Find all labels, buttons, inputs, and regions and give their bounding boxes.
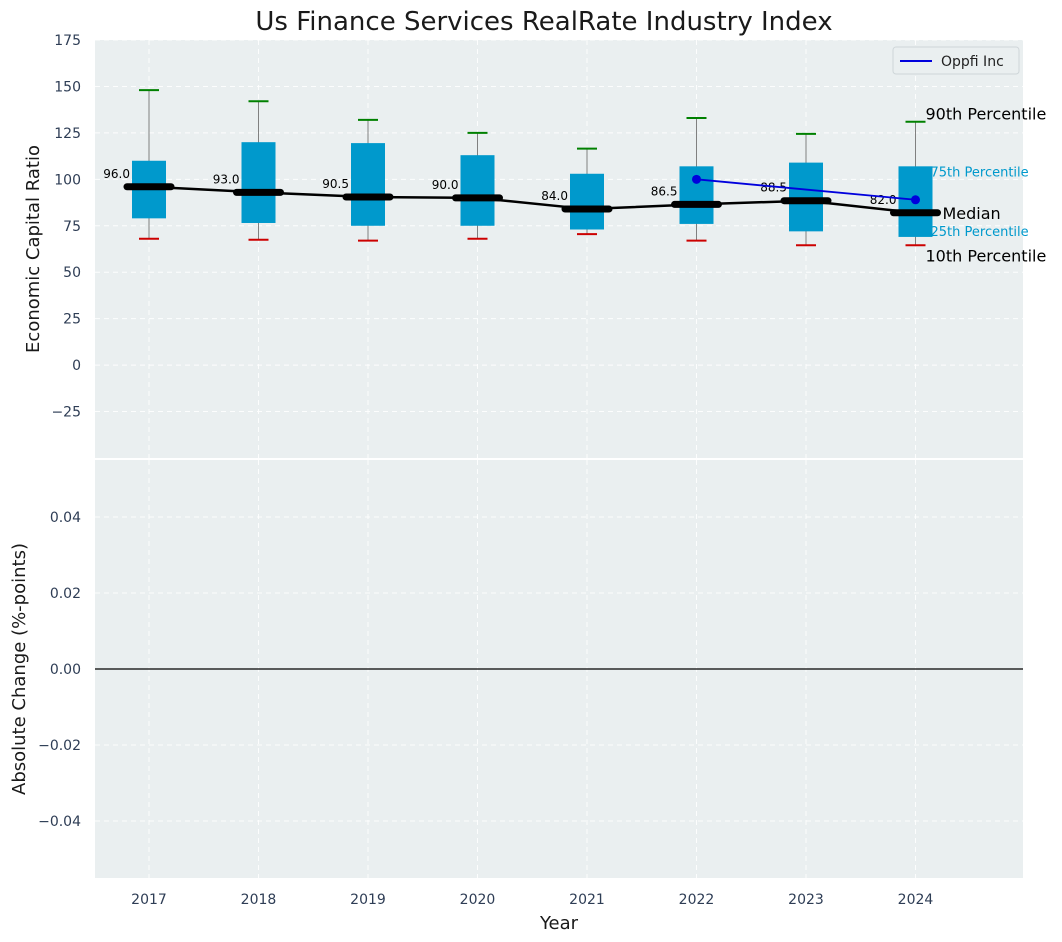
box-iqr bbox=[460, 155, 495, 226]
legend-entry-oppfi: Oppfi Inc bbox=[941, 54, 1004, 70]
median-line: 96.0 93.0 90.5 90.0 84.0 86.5 88.5 82.0 bbox=[103, 167, 941, 217]
bottom-y-ticks: −0.04 −0.02 0.00 0.02 0.04 bbox=[38, 510, 81, 830]
x-tick-label: 2018 bbox=[241, 892, 277, 908]
x-tick-label: 2017 bbox=[131, 892, 167, 908]
median-value-label: 88.5 bbox=[760, 181, 787, 195]
x-tick-label: 2020 bbox=[460, 892, 496, 908]
top-grid bbox=[95, 39, 1023, 458]
top-y-tick-label: 125 bbox=[54, 126, 81, 142]
x-ticks: 2017 2018 2019 2020 2021 2022 2023 2024 bbox=[131, 892, 933, 908]
x-axis-label: Year bbox=[539, 913, 579, 934]
top-y-tick-label: 150 bbox=[54, 79, 81, 95]
box-iqr bbox=[570, 173, 604, 230]
median-value-label: 84.0 bbox=[541, 189, 568, 203]
chart-title: Us Finance Services RealRate Industry In… bbox=[255, 7, 832, 37]
bottom-y-tick-label: −0.04 bbox=[38, 814, 81, 830]
boxes bbox=[132, 89, 933, 247]
annotations: 90th Percentile 75th Percentile Median 25th… bbox=[926, 105, 1047, 266]
bottom-y-axis-label: Absolute Change (%-points) bbox=[9, 543, 30, 795]
annotation-90th: 90th Percentile bbox=[926, 105, 1047, 124]
legend[interactable]: Oppfi Inc bbox=[892, 46, 1020, 75]
bottom-y-tick-label: −0.02 bbox=[38, 738, 81, 754]
x-tick-label: 2022 bbox=[679, 892, 715, 908]
legend-box bbox=[892, 46, 1020, 75]
top-y-tick-label: 100 bbox=[54, 172, 81, 188]
company-trend-line bbox=[696, 178, 916, 201]
top-panel: −25 0 25 50 75 100 125 150 175 96.0 93.0 90.5 90.0 8… bbox=[23, 33, 1046, 458]
top-y-tick-label: 75 bbox=[63, 219, 81, 235]
annotation-10th: 10th Percentile bbox=[926, 246, 1047, 265]
company-line bbox=[692, 174, 920, 205]
median-value-label: 96.0 bbox=[103, 167, 130, 181]
x-tick-label: 2021 bbox=[569, 892, 605, 908]
top-plot-area bbox=[95, 40, 1023, 458]
median-value-label: 82.0 bbox=[870, 193, 897, 207]
annotation-75th: 75th Percentile bbox=[931, 165, 1029, 180]
bottom-y-tick-label: 0.00 bbox=[50, 662, 81, 678]
top-y-axis-label: Economic Capital Ratio bbox=[23, 145, 44, 353]
x-tick-label: 2023 bbox=[788, 892, 824, 908]
median-value-label: 90.0 bbox=[432, 178, 459, 192]
bottom-panel: −0.04 −0.02 0.00 0.02 0.04 Absolute Change (… bbox=[9, 460, 1023, 934]
bottom-y-tick-label: 0.02 bbox=[50, 586, 81, 602]
top-y-tick-label: 50 bbox=[63, 265, 81, 281]
company-point bbox=[911, 195, 920, 205]
top-y-tick-label: −25 bbox=[51, 405, 81, 421]
top-y-tick-label: 0 bbox=[72, 358, 81, 374]
x-tick-label: 2024 bbox=[898, 892, 934, 908]
top-y-tick-label: 25 bbox=[63, 312, 81, 328]
bottom-y-tick-label: 0.04 bbox=[50, 510, 81, 526]
box-iqr bbox=[241, 142, 276, 223]
median-value-label: 93.0 bbox=[213, 172, 240, 186]
annotation-25th: 25th Percentile bbox=[931, 225, 1029, 240]
annotation-median: Median bbox=[943, 204, 1001, 223]
x-tick-label: 2019 bbox=[350, 892, 386, 908]
box-iqr bbox=[351, 143, 385, 226]
top-y-ticks: −25 0 25 50 75 100 125 150 175 bbox=[51, 33, 81, 421]
median-value-label: 86.5 bbox=[651, 184, 678, 198]
median-value-label: 90.5 bbox=[322, 177, 349, 191]
top-y-tick-label: 175 bbox=[54, 33, 81, 49]
company-point bbox=[692, 174, 701, 184]
box-iqr bbox=[789, 162, 823, 232]
